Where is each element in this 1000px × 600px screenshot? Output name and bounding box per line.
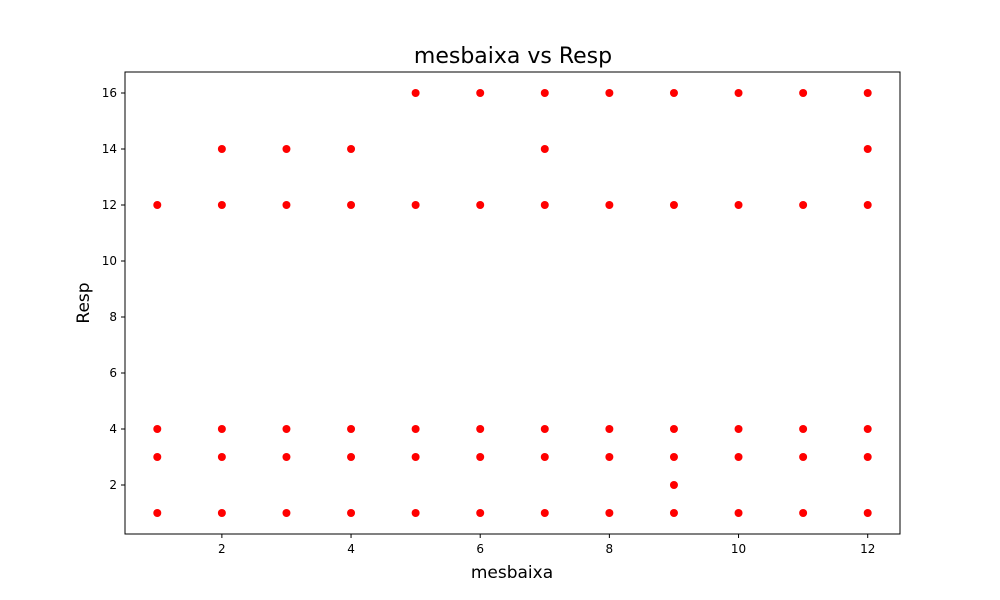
scatter-point — [669, 481, 678, 489]
scatter-point — [734, 425, 743, 433]
scatter-point — [734, 89, 743, 97]
y-tick-label: 12 — [102, 198, 117, 212]
y-tick-label: 10 — [102, 254, 117, 268]
scatter-point — [347, 453, 356, 461]
scatter-point — [605, 425, 614, 433]
scatter-point — [799, 89, 808, 97]
scatter-point — [540, 453, 549, 461]
scatter-point — [734, 453, 743, 461]
scatter-point — [540, 89, 549, 97]
x-axis: 2 4 6 8 10 12 — [218, 534, 875, 556]
scatter-point — [605, 201, 614, 209]
scatter-point — [605, 89, 614, 97]
chart-title: mesbaixa vs Resp — [414, 44, 612, 69]
scatter-point — [217, 201, 226, 209]
scatter-point — [734, 509, 743, 517]
scatter-point — [153, 509, 162, 517]
scatter-point — [734, 201, 743, 209]
scatter-point — [669, 509, 678, 517]
y-tick-label: 14 — [102, 142, 117, 156]
scatter-point — [863, 145, 872, 153]
scatter-point — [799, 425, 808, 433]
scatter-point — [669, 425, 678, 433]
scatter-point — [282, 145, 291, 153]
scatter-point — [540, 509, 549, 517]
scatter-point — [799, 201, 808, 209]
y-tick-label: 16 — [102, 86, 117, 100]
x-tick-label: 6 — [476, 542, 484, 556]
scatter-point — [799, 509, 808, 517]
scatter-point — [153, 453, 162, 461]
x-axis-label: mesbaixa — [471, 563, 553, 583]
x-tick-label: 2 — [218, 542, 226, 556]
y-axis: 2 4 6 8 10 12 14 16 — [102, 86, 125, 492]
scatter-point — [476, 453, 485, 461]
scatter-point — [282, 509, 291, 517]
scatter-point — [347, 509, 356, 517]
x-tick-label: 8 — [606, 542, 614, 556]
scatter-point — [540, 201, 549, 209]
scatter-point — [863, 201, 872, 209]
plot-area — [124, 71, 901, 535]
scatter-point — [217, 425, 226, 433]
scatter-point — [605, 453, 614, 461]
y-axis-label: Resp — [74, 282, 94, 323]
scatter-point — [540, 145, 549, 153]
scatter-point — [476, 201, 485, 209]
scatter-point — [540, 425, 549, 433]
scatter-point — [153, 201, 162, 209]
scatter-point — [282, 453, 291, 461]
scatter-point — [217, 509, 226, 517]
y-tick-label: 2 — [109, 478, 117, 492]
y-tick-label: 6 — [109, 366, 117, 380]
scatter-point — [669, 89, 678, 97]
scatter-point — [282, 201, 291, 209]
scatter-point — [282, 425, 291, 433]
scatter-point — [411, 453, 420, 461]
scatter-point — [669, 201, 678, 209]
scatter-point — [476, 425, 485, 433]
scatter-point — [217, 453, 226, 461]
x-tick-label: 10 — [731, 542, 746, 556]
x-tick-label: 12 — [860, 542, 875, 556]
scatter-point — [411, 425, 420, 433]
data-points — [153, 89, 872, 517]
scatter-point — [669, 453, 678, 461]
scatter-point — [153, 425, 162, 433]
y-tick-label: 8 — [109, 310, 117, 324]
scatter-point — [476, 509, 485, 517]
scatter-point — [411, 89, 420, 97]
scatter-point — [863, 425, 872, 433]
scatter-point — [863, 89, 872, 97]
scatter-point — [863, 453, 872, 461]
scatter-point — [799, 453, 808, 461]
scatter-point — [217, 145, 226, 153]
scatter-point — [347, 425, 356, 433]
scatter-point — [411, 509, 420, 517]
y-tick-label: 4 — [109, 422, 117, 436]
scatter-point — [476, 89, 485, 97]
scatter-point — [347, 145, 356, 153]
scatter-point — [605, 509, 614, 517]
scatter-point — [411, 201, 420, 209]
scatter-point — [347, 201, 356, 209]
scatter-point — [863, 509, 872, 517]
x-tick-label: 4 — [347, 542, 355, 556]
